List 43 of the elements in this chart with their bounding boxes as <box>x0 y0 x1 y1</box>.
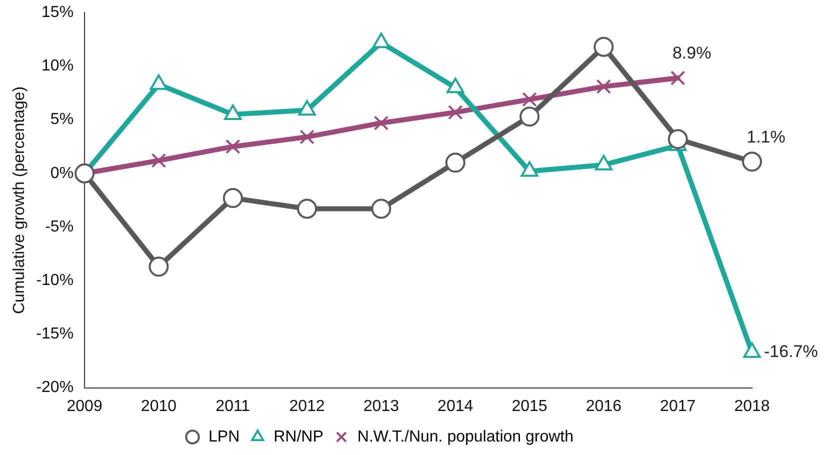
x-tick-label: 2013 <box>363 398 400 415</box>
y-tick-label: -20% <box>36 379 74 396</box>
point <box>371 198 392 219</box>
y-tick-label: -10% <box>36 272 74 290</box>
point <box>148 256 169 277</box>
x-tick-label: 2015 <box>512 398 548 415</box>
x-tick-label: 2018 <box>734 398 770 415</box>
x-tick-label: 2010 <box>140 398 177 415</box>
y-tick-label: 10% <box>42 58 74 75</box>
y-tick-label: -5% <box>45 218 74 236</box>
point <box>448 104 463 120</box>
point <box>445 152 466 173</box>
point <box>74 163 95 184</box>
annotation: 1.1% <box>746 127 786 146</box>
point <box>151 153 166 168</box>
annotation: -16.7% <box>764 342 818 362</box>
point <box>742 152 762 172</box>
x-tick-label: 2012 <box>289 398 325 415</box>
y-tick-label: -15% <box>36 326 74 343</box>
x-tick-label: 2009 <box>66 398 102 415</box>
point <box>222 188 243 208</box>
y-axis-title: Cumulative growth (percentage) <box>11 86 28 314</box>
annotation: 8.9% <box>672 44 712 63</box>
point <box>670 70 686 86</box>
y-tick-label: 5% <box>50 111 74 128</box>
point <box>297 198 318 219</box>
point <box>596 79 612 94</box>
point <box>374 116 389 130</box>
x-tick-label: 2014 <box>438 398 474 415</box>
y-tick-label: 0% <box>50 164 74 182</box>
point <box>522 92 537 107</box>
x-tick-label: 2016 <box>586 398 622 415</box>
point <box>594 36 614 57</box>
x-tick-label: 2017 <box>660 398 696 415</box>
legend-label: RN/NP <box>274 428 324 446</box>
point <box>668 129 688 150</box>
y-tick-label: 15% <box>42 4 74 22</box>
legend-label: LPN <box>208 428 240 446</box>
point <box>520 106 540 127</box>
x-tick-label: 2011 <box>216 398 250 415</box>
legend-label: N.W.T./Nun. population growth <box>357 428 574 446</box>
point <box>300 130 314 144</box>
point <box>226 139 240 154</box>
